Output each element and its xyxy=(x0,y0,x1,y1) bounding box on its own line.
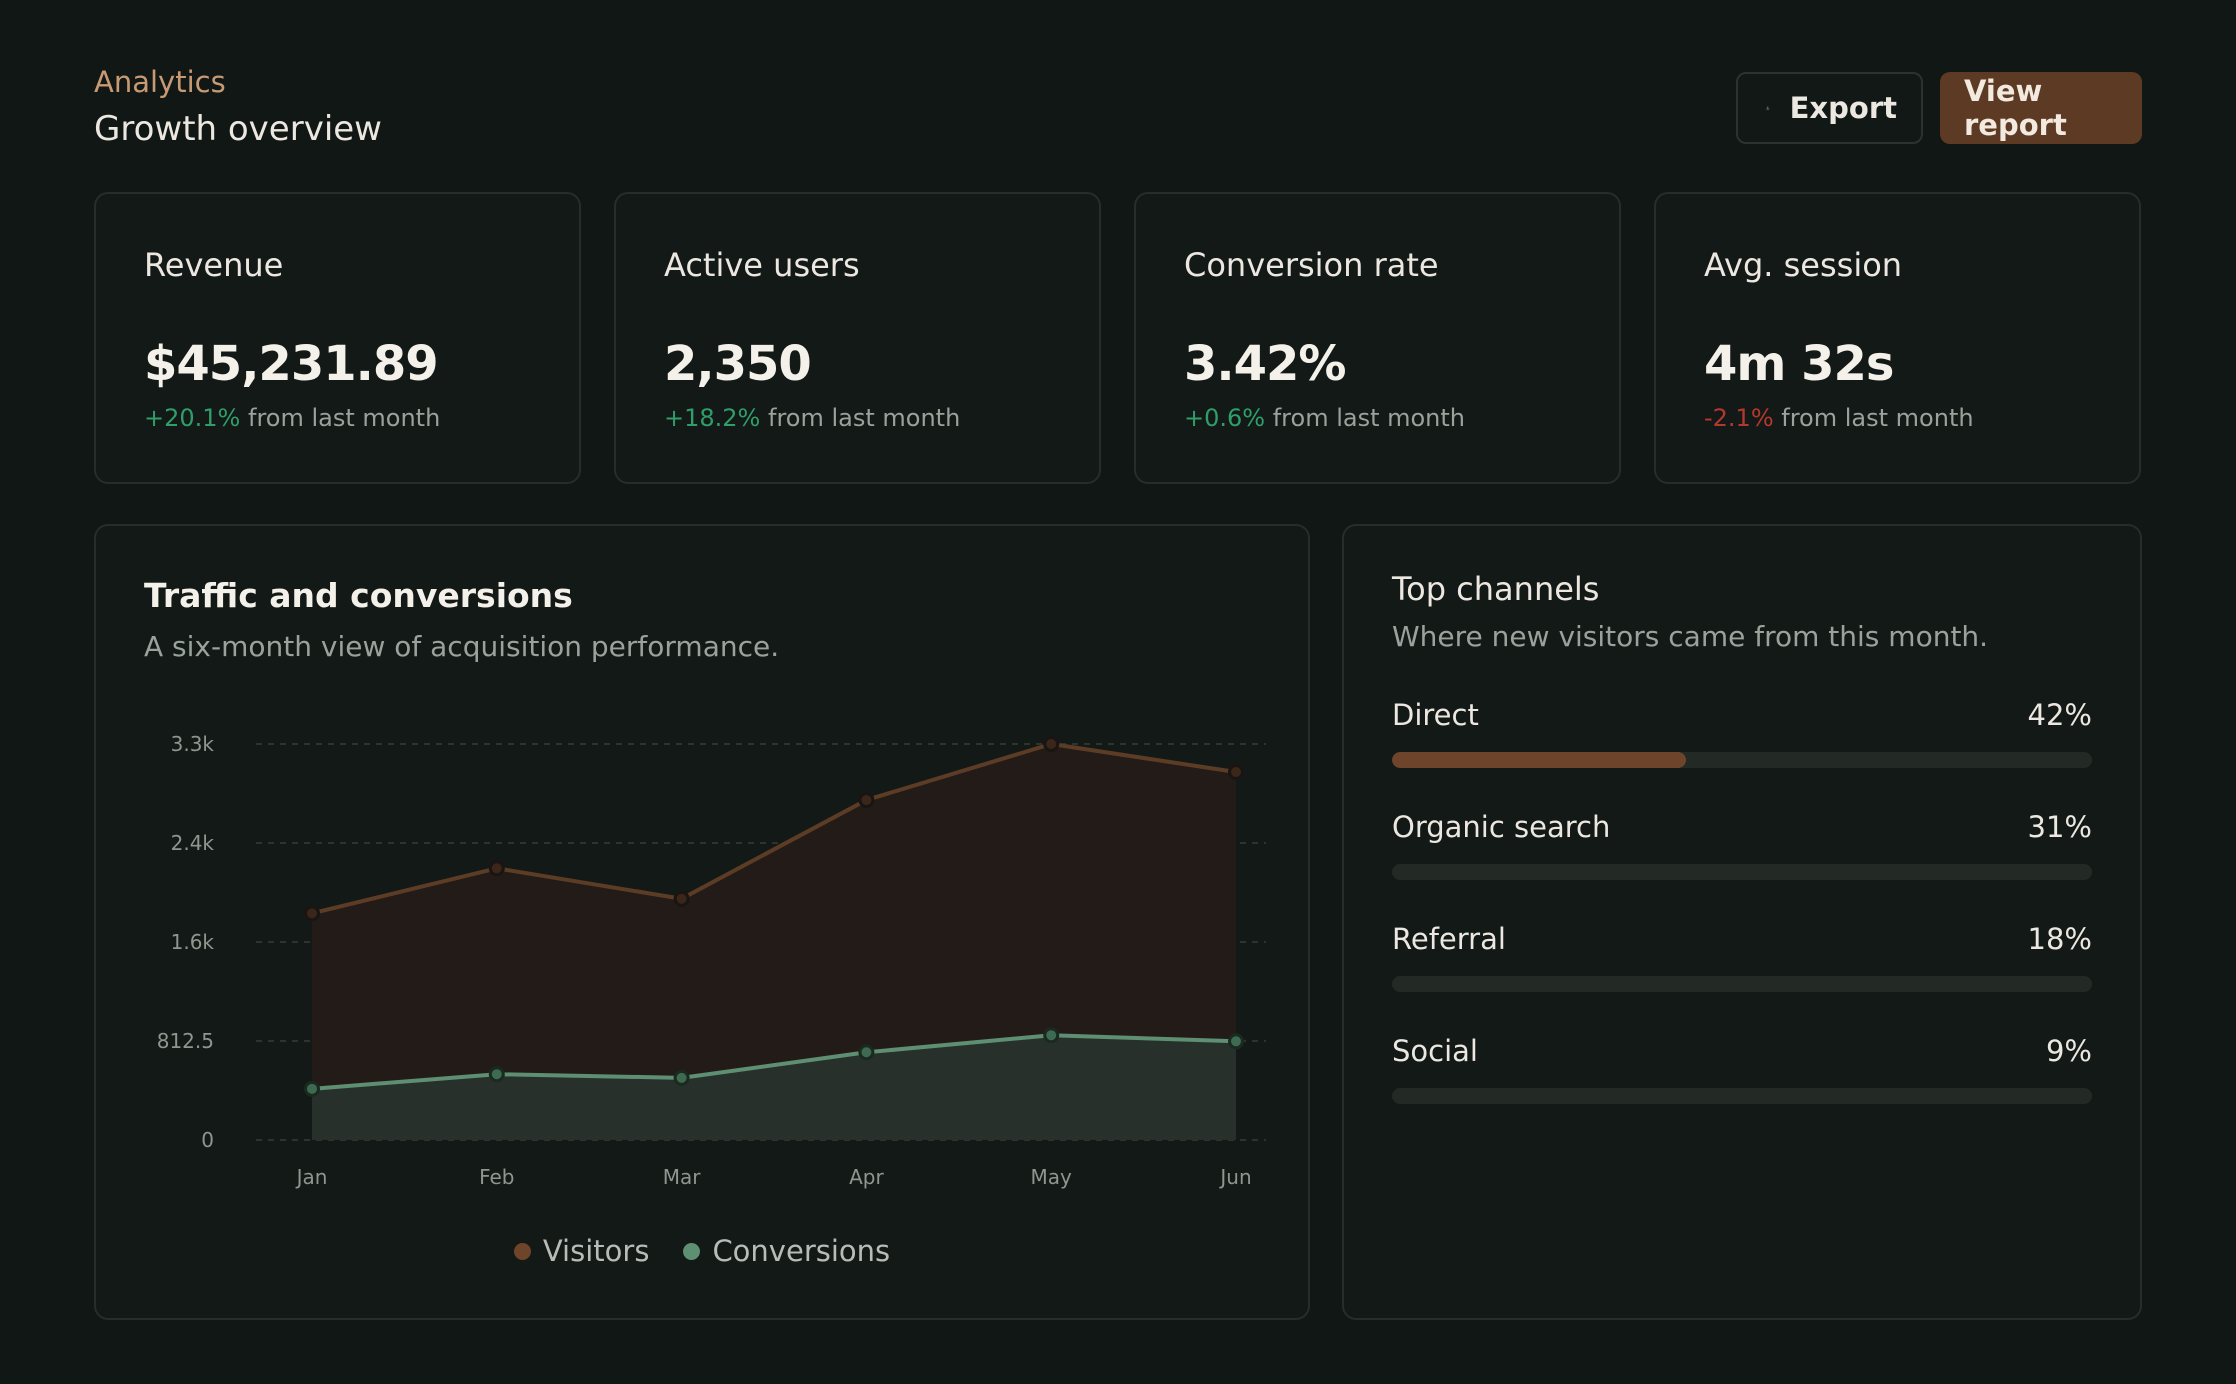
stat-card-revenue: Revenue $45,231.89 +20.1% from last mont… xyxy=(94,192,581,484)
header-actions: Export View report xyxy=(1736,72,2142,144)
delta-suffix: from last month xyxy=(240,404,441,432)
channels-title: Top channels xyxy=(1392,570,1600,608)
legend-dot xyxy=(513,1242,531,1260)
page-title: Growth overview xyxy=(94,109,382,149)
top-channels-panel: Top channels Where new visitors came fro… xyxy=(1342,524,2142,1320)
delta-badge: +18.2% xyxy=(664,404,761,432)
y-tick-label: 1.6k xyxy=(171,930,215,954)
data-point xyxy=(1228,764,1244,781)
delta-suffix: from last month xyxy=(1773,404,1974,432)
stat-delta: -2.1% from last month xyxy=(1704,404,1974,432)
data-point xyxy=(488,1066,505,1083)
y-tick-label: 2.4k xyxy=(171,831,215,855)
stat-delta: +0.6% from last month xyxy=(1184,404,1465,432)
legend-item: Conversions xyxy=(683,1234,890,1268)
series-line-conversions xyxy=(311,1033,1237,1091)
data-point xyxy=(1043,736,1060,752)
page-header: Analytics Growth overview xyxy=(94,62,382,152)
stat-label: Active users xyxy=(664,246,860,284)
series-line-visitors xyxy=(311,742,1237,916)
channel-percent: 9% xyxy=(2045,1034,2092,1068)
channel-row-head: Social 9% xyxy=(1392,1034,2092,1068)
channel-label: Referral xyxy=(1392,922,1506,956)
stat-value: 3.42% xyxy=(1184,336,1347,392)
export-label: Export xyxy=(1789,91,1897,125)
data-point xyxy=(1043,1027,1060,1044)
stat-card-conversion-rate: Conversion rate 3.42% +0.6% from last mo… xyxy=(1134,192,1621,484)
channels-subtitle: Where new visitors came from this month. xyxy=(1392,620,1989,653)
data-point xyxy=(488,860,505,877)
x-tick-label: Feb xyxy=(479,1165,514,1189)
channel-progress-track xyxy=(1392,976,2092,992)
channel-row: Organic search 31% xyxy=(1392,810,2092,880)
channel-percent: 18% xyxy=(2027,922,2092,956)
channel-row-head: Direct 42% xyxy=(1392,698,2092,732)
channel-progress-track xyxy=(1392,752,2092,768)
data-point xyxy=(673,890,690,907)
data-point xyxy=(304,1080,320,1097)
y-tick-label: 3.3k xyxy=(171,732,215,756)
x-tick-label: Apr xyxy=(849,1165,884,1189)
stat-label: Conversion rate xyxy=(1184,246,1439,284)
channel-progress-track xyxy=(1392,864,2092,880)
stat-value: 2,350 xyxy=(664,336,812,392)
channel-row-head: Organic search 31% xyxy=(1392,810,2092,844)
stat-card-avg-session: Avg. session 4m 32s -2.1% from last mont… xyxy=(1654,192,2141,484)
traffic-chart-panel: Traffic and conversions A six-month view… xyxy=(94,524,1310,1320)
series-area-conversions xyxy=(312,1035,1236,1140)
chart-title: Traffic and conversions xyxy=(144,576,573,615)
legend-label: Visitors xyxy=(542,1234,650,1268)
delta-suffix: from last month xyxy=(1265,404,1466,432)
legend-item: Visitors xyxy=(513,1234,650,1268)
legend-label: Conversions xyxy=(712,1234,891,1268)
x-tick-label: Jun xyxy=(1218,1165,1251,1189)
channel-label: Social xyxy=(1392,1034,1478,1068)
stat-label: Revenue xyxy=(144,246,284,284)
section-eyebrow: Analytics xyxy=(94,65,226,99)
x-tick-label: May xyxy=(1031,1165,1073,1189)
legend-dot xyxy=(683,1242,701,1260)
channel-label: Organic search xyxy=(1392,810,1611,844)
x-tick-label: Mar xyxy=(663,1165,702,1189)
data-point xyxy=(673,1069,690,1086)
chart-subtitle: A six-month view of acquisition performa… xyxy=(144,630,780,663)
stat-card-active-users: Active users 2,350 +18.2% from last mont… xyxy=(614,192,1101,484)
x-tick-label: Jan xyxy=(295,1165,328,1189)
delta-badge: -2.1% xyxy=(1704,404,1774,432)
y-tick-label: 812.5 xyxy=(157,1029,214,1053)
stat-delta: +18.2% from last month xyxy=(664,404,960,432)
channel-percent: 42% xyxy=(2027,698,2092,732)
download-icon xyxy=(1766,106,1770,110)
channel-label: Direct xyxy=(1392,698,1479,732)
stat-value: $45,231.89 xyxy=(144,336,439,392)
export-button[interactable]: Export xyxy=(1736,72,1923,144)
channel-progress-fill xyxy=(1392,752,1686,768)
delta-suffix: from last month xyxy=(760,404,961,432)
data-point xyxy=(304,905,320,922)
stat-value: 4m 32s xyxy=(1704,336,1894,392)
channel-row: Social 9% xyxy=(1392,1034,2092,1104)
data-point xyxy=(858,792,875,809)
stat-label: Avg. session xyxy=(1704,246,1903,284)
delta-badge: +0.6% xyxy=(1184,404,1266,432)
traffic-chart: 0 812.5 1.6k 2.4k 3.3k Jan Feb Mar Apr May Jun xyxy=(157,732,1266,1189)
stat-delta: +20.1% from last month xyxy=(144,404,440,432)
chart-legend: Visitors Conversions xyxy=(96,1234,1308,1268)
data-point xyxy=(1228,1033,1244,1050)
delta-badge: +20.1% xyxy=(144,404,241,432)
view-report-button[interactable]: View report xyxy=(1940,72,2142,144)
channel-row: Referral 18% xyxy=(1392,922,2092,992)
y-tick-label: 0 xyxy=(201,1128,214,1152)
channel-row: Direct 42% xyxy=(1392,698,2092,768)
channel-row-head: Referral 18% xyxy=(1392,922,2092,956)
data-point xyxy=(858,1044,875,1061)
channel-percent: 31% xyxy=(2027,810,2092,844)
channel-progress-track xyxy=(1392,1088,2092,1104)
